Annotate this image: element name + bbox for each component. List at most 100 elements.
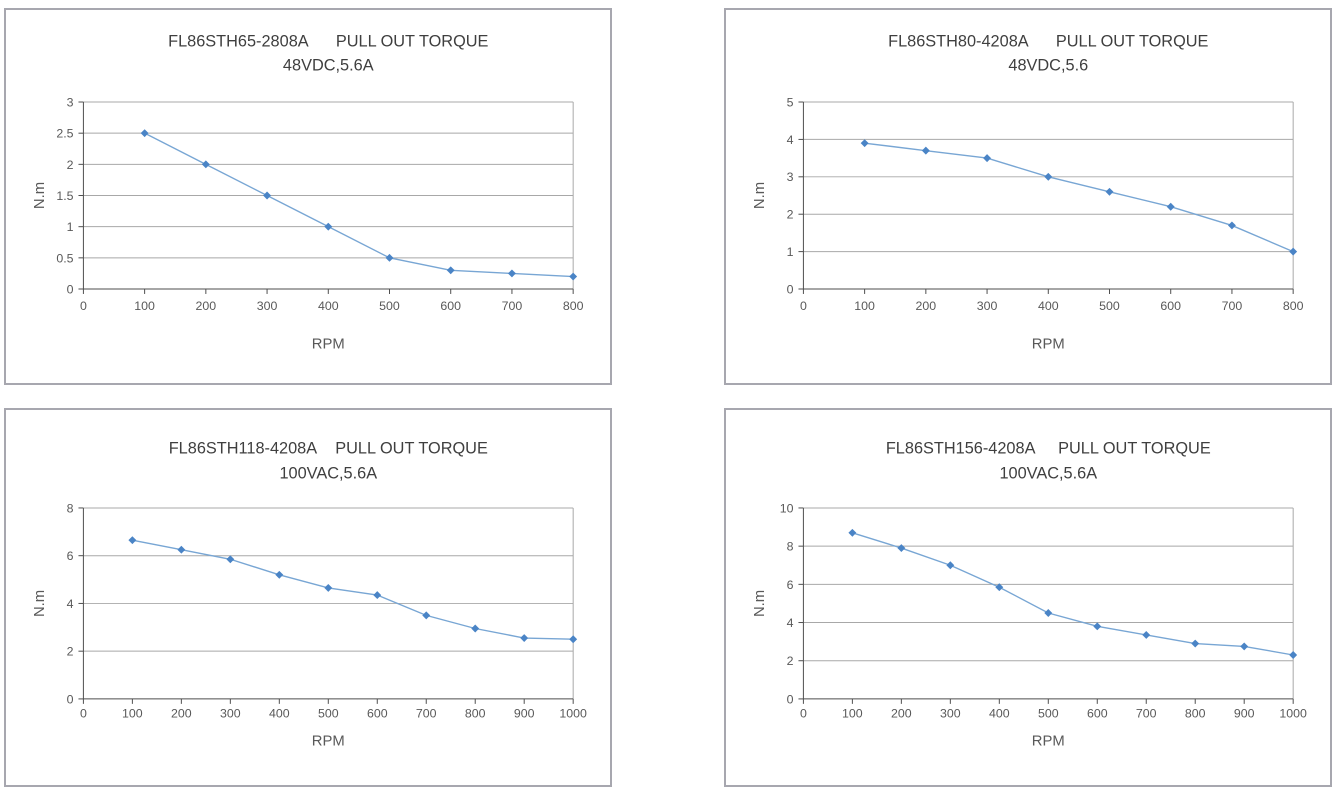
- y-axis-title: N.m: [32, 590, 48, 617]
- x-tick-label: 700: [1222, 299, 1243, 313]
- x-tick-label: 600: [367, 707, 388, 721]
- y-tick-label: 2: [67, 645, 74, 659]
- x-tick-label: 500: [1099, 299, 1120, 313]
- y-tick-label: 2.5: [56, 127, 73, 141]
- data-point-marker: [1240, 642, 1249, 651]
- x-tick-label: 800: [1283, 299, 1304, 313]
- x-tick-label: 200: [916, 299, 937, 313]
- data-point-marker: [373, 591, 382, 600]
- x-tick-label: 500: [379, 299, 400, 313]
- x-tick-label: 1000: [559, 707, 587, 721]
- data-point-marker: [201, 160, 210, 169]
- data-point-marker: [324, 583, 333, 592]
- data-point-markers: [860, 139, 1298, 256]
- data-point-marker: [569, 635, 578, 644]
- chart-panel-fl86sth80: 0 1 2 3 4 5 0 100 200 300 400 500 600 700 800 FL86STH80…: [724, 8, 1332, 385]
- series-line: [144, 132, 574, 278]
- data-point-marker: [275, 570, 284, 579]
- data-point-marker: [983, 154, 992, 163]
- y-tick-label: 0.5: [56, 251, 73, 265]
- torque-chart-fl86sth65: 0 0.5 1 1.5 2 2.5 3 0 100 200 300 400 500 600 700 800 FL…: [32, 33, 584, 353]
- gridlines: [83, 101, 574, 290]
- y-tick-label: 4: [787, 616, 794, 630]
- y-tick-label: 0: [67, 282, 74, 296]
- torque-chart-fl86sth80: 0 1 2 3 4 5 0 100 200 300 400 500 600 700 800 FL86STH80…: [752, 33, 1304, 353]
- y-tick-label: 2: [787, 208, 794, 222]
- x-tick-label: 400: [269, 707, 290, 721]
- x-tick-label: 400: [1038, 299, 1059, 313]
- chart-title: FL86STH80-4208A PULL OUT TORQUE: [888, 33, 1208, 51]
- chart-subtitle: 48VDC,5.6A: [283, 56, 374, 74]
- data-point-marker: [848, 528, 857, 537]
- gridlines: [83, 507, 574, 699]
- data-point-marker: [226, 555, 235, 564]
- y-tick-label: 8: [787, 540, 794, 554]
- y-axis-title: N.m: [752, 182, 768, 209]
- x-tick-label: 600: [440, 299, 461, 313]
- data-point-marker: [385, 253, 394, 262]
- data-point-marker: [1105, 187, 1114, 196]
- x-tick-label: 700: [502, 299, 523, 313]
- data-point-marker: [177, 545, 186, 554]
- data-point-marker: [520, 634, 529, 643]
- axes: [78, 507, 574, 704]
- x-tick-label: 400: [318, 299, 339, 313]
- y-tick-label: 5: [787, 95, 794, 109]
- data-point-marker: [140, 129, 149, 138]
- x-tick-label: 300: [220, 707, 241, 721]
- y-tick-label: 10: [780, 501, 794, 515]
- y-tick-label: 2: [787, 654, 794, 668]
- series-line: [132, 539, 574, 640]
- y-tick-label: 4: [67, 597, 74, 611]
- data-point-marker: [128, 536, 137, 545]
- x-tick-label: 100: [842, 707, 863, 721]
- y-tick-label: 1: [67, 220, 74, 234]
- data-point-marker: [1093, 622, 1102, 631]
- data-point-marker: [471, 624, 480, 633]
- x-tick-label: 700: [416, 707, 437, 721]
- y-tick-label: 1.5: [56, 189, 73, 203]
- y-tick-label: 6: [787, 578, 794, 592]
- tick-labels: 0 1 2 3 4 5 0 100 200 300 400 500 600 700 800: [787, 95, 1304, 312]
- data-point-marker: [1191, 639, 1200, 648]
- x-tick-label: 600: [1160, 299, 1181, 313]
- y-tick-label: 1: [787, 245, 794, 259]
- x-tick-label: 600: [1087, 707, 1108, 721]
- x-tick-label: 700: [1136, 707, 1157, 721]
- axes: [798, 507, 1294, 704]
- chart-panel-fl86sth65: 0 0.5 1 1.5 2 2.5 3 0 100 200 300 400 500 600 700 800 FL…: [4, 8, 612, 385]
- x-tick-label: 900: [1234, 707, 1255, 721]
- data-point-markers: [848, 528, 1298, 659]
- y-tick-label: 3: [787, 170, 794, 184]
- tick-labels: 0 0.5 1 1.5 2 2.5 3 0 100 200 300 400 500 600 700 800: [56, 95, 583, 312]
- x-tick-label: 300: [940, 707, 961, 721]
- x-tick-label: 100: [854, 299, 875, 313]
- x-tick-label: 300: [257, 299, 278, 313]
- data-point-marker: [446, 266, 455, 275]
- data-point-marker: [921, 146, 930, 155]
- data-point-marker: [1044, 609, 1053, 617]
- chart-subtitle: 100VAC,5.6A: [999, 464, 1097, 482]
- chart-subtitle: 100VAC,5.6A: [279, 464, 377, 482]
- x-tick-label: 1000: [1279, 707, 1307, 721]
- data-point-marker: [897, 544, 906, 553]
- y-tick-label: 4: [787, 133, 794, 147]
- data-point-marker: [1044, 172, 1053, 181]
- data-point-marker: [507, 269, 516, 278]
- x-tick-label: 0: [800, 707, 807, 721]
- y-tick-label: 6: [67, 549, 74, 563]
- y-tick-label: 3: [67, 95, 74, 109]
- y-tick-label: 8: [67, 501, 74, 515]
- axes: [798, 101, 1294, 294]
- axes: [78, 101, 574, 294]
- chart-subtitle: 48VDC,5.6: [1008, 56, 1088, 74]
- y-axis-title: N.m: [32, 182, 48, 209]
- data-point-marker: [1289, 247, 1298, 256]
- data-point-marker: [860, 139, 869, 148]
- data-point-marker: [422, 611, 431, 620]
- x-tick-label: 0: [80, 707, 87, 721]
- x-tick-label: 500: [1038, 707, 1059, 721]
- x-tick-label: 100: [122, 707, 143, 721]
- y-tick-label: 0: [67, 692, 74, 706]
